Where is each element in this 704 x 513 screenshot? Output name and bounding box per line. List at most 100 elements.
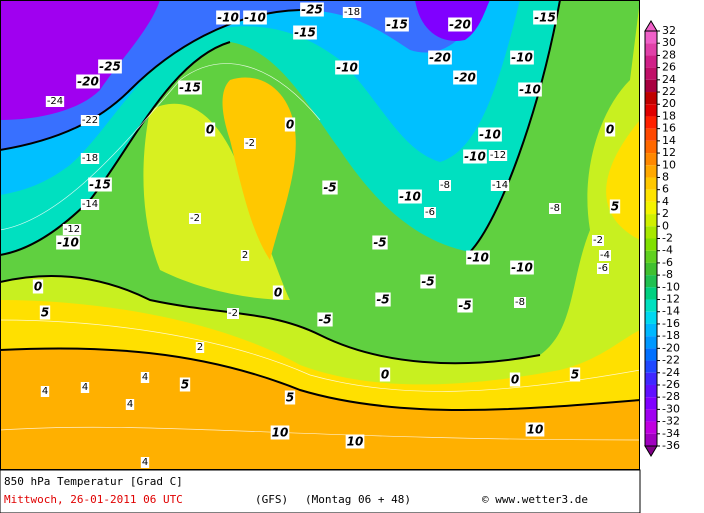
contour-label: -15 <box>386 18 408 32</box>
contour-label: -25 <box>301 3 323 17</box>
contour-label: -8 <box>515 297 525 308</box>
label-box <box>293 25 317 40</box>
colorbar-segment <box>645 128 657 141</box>
label-box <box>428 50 452 65</box>
label-box <box>244 138 256 149</box>
contour-label: -2 <box>245 138 255 149</box>
thin-contours <box>0 63 641 441</box>
colorbar-label: 26 <box>662 61 676 74</box>
colorbar-label: -28 <box>662 390 680 403</box>
contour-label: -14 <box>492 180 508 191</box>
label-box <box>463 149 487 164</box>
label-box <box>488 150 508 161</box>
colorbar-segment <box>645 421 657 434</box>
contour-label: 0 <box>274 286 282 300</box>
contour-label: -24 <box>47 96 63 107</box>
colorbar-label: 18 <box>662 109 676 122</box>
label-box <box>398 189 422 204</box>
colorbar-segment <box>645 116 657 129</box>
source: © www.wetter3.de <box>482 493 588 506</box>
colorbar-label: -30 <box>662 402 680 415</box>
label-box <box>345 434 365 449</box>
colorbar-segment <box>645 31 657 44</box>
label-box <box>439 180 451 191</box>
colorbar-segment <box>645 140 657 154</box>
label-box <box>178 80 202 95</box>
label-box <box>342 7 362 18</box>
label-box <box>322 180 338 195</box>
contour-label: -10 <box>217 11 239 25</box>
colorbar-label: 10 <box>662 158 676 171</box>
contour-label: -12 <box>64 224 80 235</box>
contour-label: -2 <box>593 235 603 246</box>
contour-label: -10 <box>399 190 421 204</box>
contour-label: 4 <box>82 382 88 393</box>
colorbar-label: 2 <box>662 207 669 220</box>
band-yellow-tongue <box>143 103 290 300</box>
contour-label: 5 <box>181 378 189 392</box>
colorbar-segment <box>645 165 657 178</box>
contour-label: -15 <box>179 81 201 95</box>
label-box <box>243 10 267 25</box>
label-box <box>518 82 542 97</box>
colorbar-segment <box>645 348 657 361</box>
contour-label: 0 <box>606 123 614 137</box>
colorbar-segment <box>645 433 657 446</box>
contour-label: 4 <box>142 372 148 383</box>
contour-label: 5 <box>286 391 294 405</box>
contour-label: 0 <box>206 123 214 137</box>
colorbar-label: -10 <box>662 280 680 293</box>
label-box <box>300 2 324 17</box>
colorbar-label: -8 <box>662 268 673 281</box>
colorbar-segment <box>645 262 657 276</box>
colorbar-label: -20 <box>662 341 680 354</box>
label-box <box>240 250 250 261</box>
contour-label: -22 <box>82 115 98 126</box>
contour-label: 10 <box>347 435 364 449</box>
colorbar-segment <box>645 79 657 93</box>
label-box <box>32 279 44 294</box>
temperature-map <box>0 0 641 470</box>
contour-label: -10 <box>464 150 486 164</box>
contour-label: -6 <box>425 207 435 218</box>
label-box <box>227 308 239 319</box>
colorbar-label: -18 <box>662 329 680 342</box>
label-box <box>284 117 296 132</box>
colorbar-label: -4 <box>662 244 673 257</box>
colorbar-label: -12 <box>662 293 680 306</box>
colorbar-label: 30 <box>662 36 676 49</box>
contour-label: -20 <box>429 51 451 65</box>
label-box <box>284 390 296 405</box>
colorbar-label: -32 <box>662 415 680 428</box>
label-box <box>40 386 50 397</box>
colorbar-segment <box>645 238 657 251</box>
label-box <box>457 298 473 313</box>
label-box <box>204 122 216 137</box>
colorbar-segment <box>645 336 657 349</box>
contour-label: -2 <box>228 308 238 319</box>
colorbar-segment <box>645 384 657 398</box>
contour-label: 10 <box>272 426 289 440</box>
colorbar-frame <box>644 30 658 447</box>
label-box <box>76 74 100 89</box>
colorbar-label: -2 <box>662 232 673 245</box>
colorbar-segment <box>645 55 657 68</box>
contour-label: -10 <box>57 236 79 250</box>
colorbar-label: 14 <box>662 134 676 147</box>
colorbar-label: 0 <box>662 219 669 232</box>
label-box <box>88 177 112 192</box>
colorbar-segment <box>645 287 657 300</box>
label-box <box>604 122 616 137</box>
label-box <box>424 207 436 218</box>
colorbar-segment <box>645 201 657 215</box>
contour-label: -5 <box>376 293 389 307</box>
label-box <box>140 372 150 383</box>
colorbar-segment <box>645 214 657 227</box>
label-box <box>80 153 100 164</box>
colorbar-label: -14 <box>662 305 680 318</box>
colorbar-segment <box>645 177 657 190</box>
colorbar-label: 6 <box>662 183 669 196</box>
colorbar-segment <box>645 372 657 385</box>
label-box <box>609 199 621 214</box>
contour-label: -5 <box>458 299 471 313</box>
